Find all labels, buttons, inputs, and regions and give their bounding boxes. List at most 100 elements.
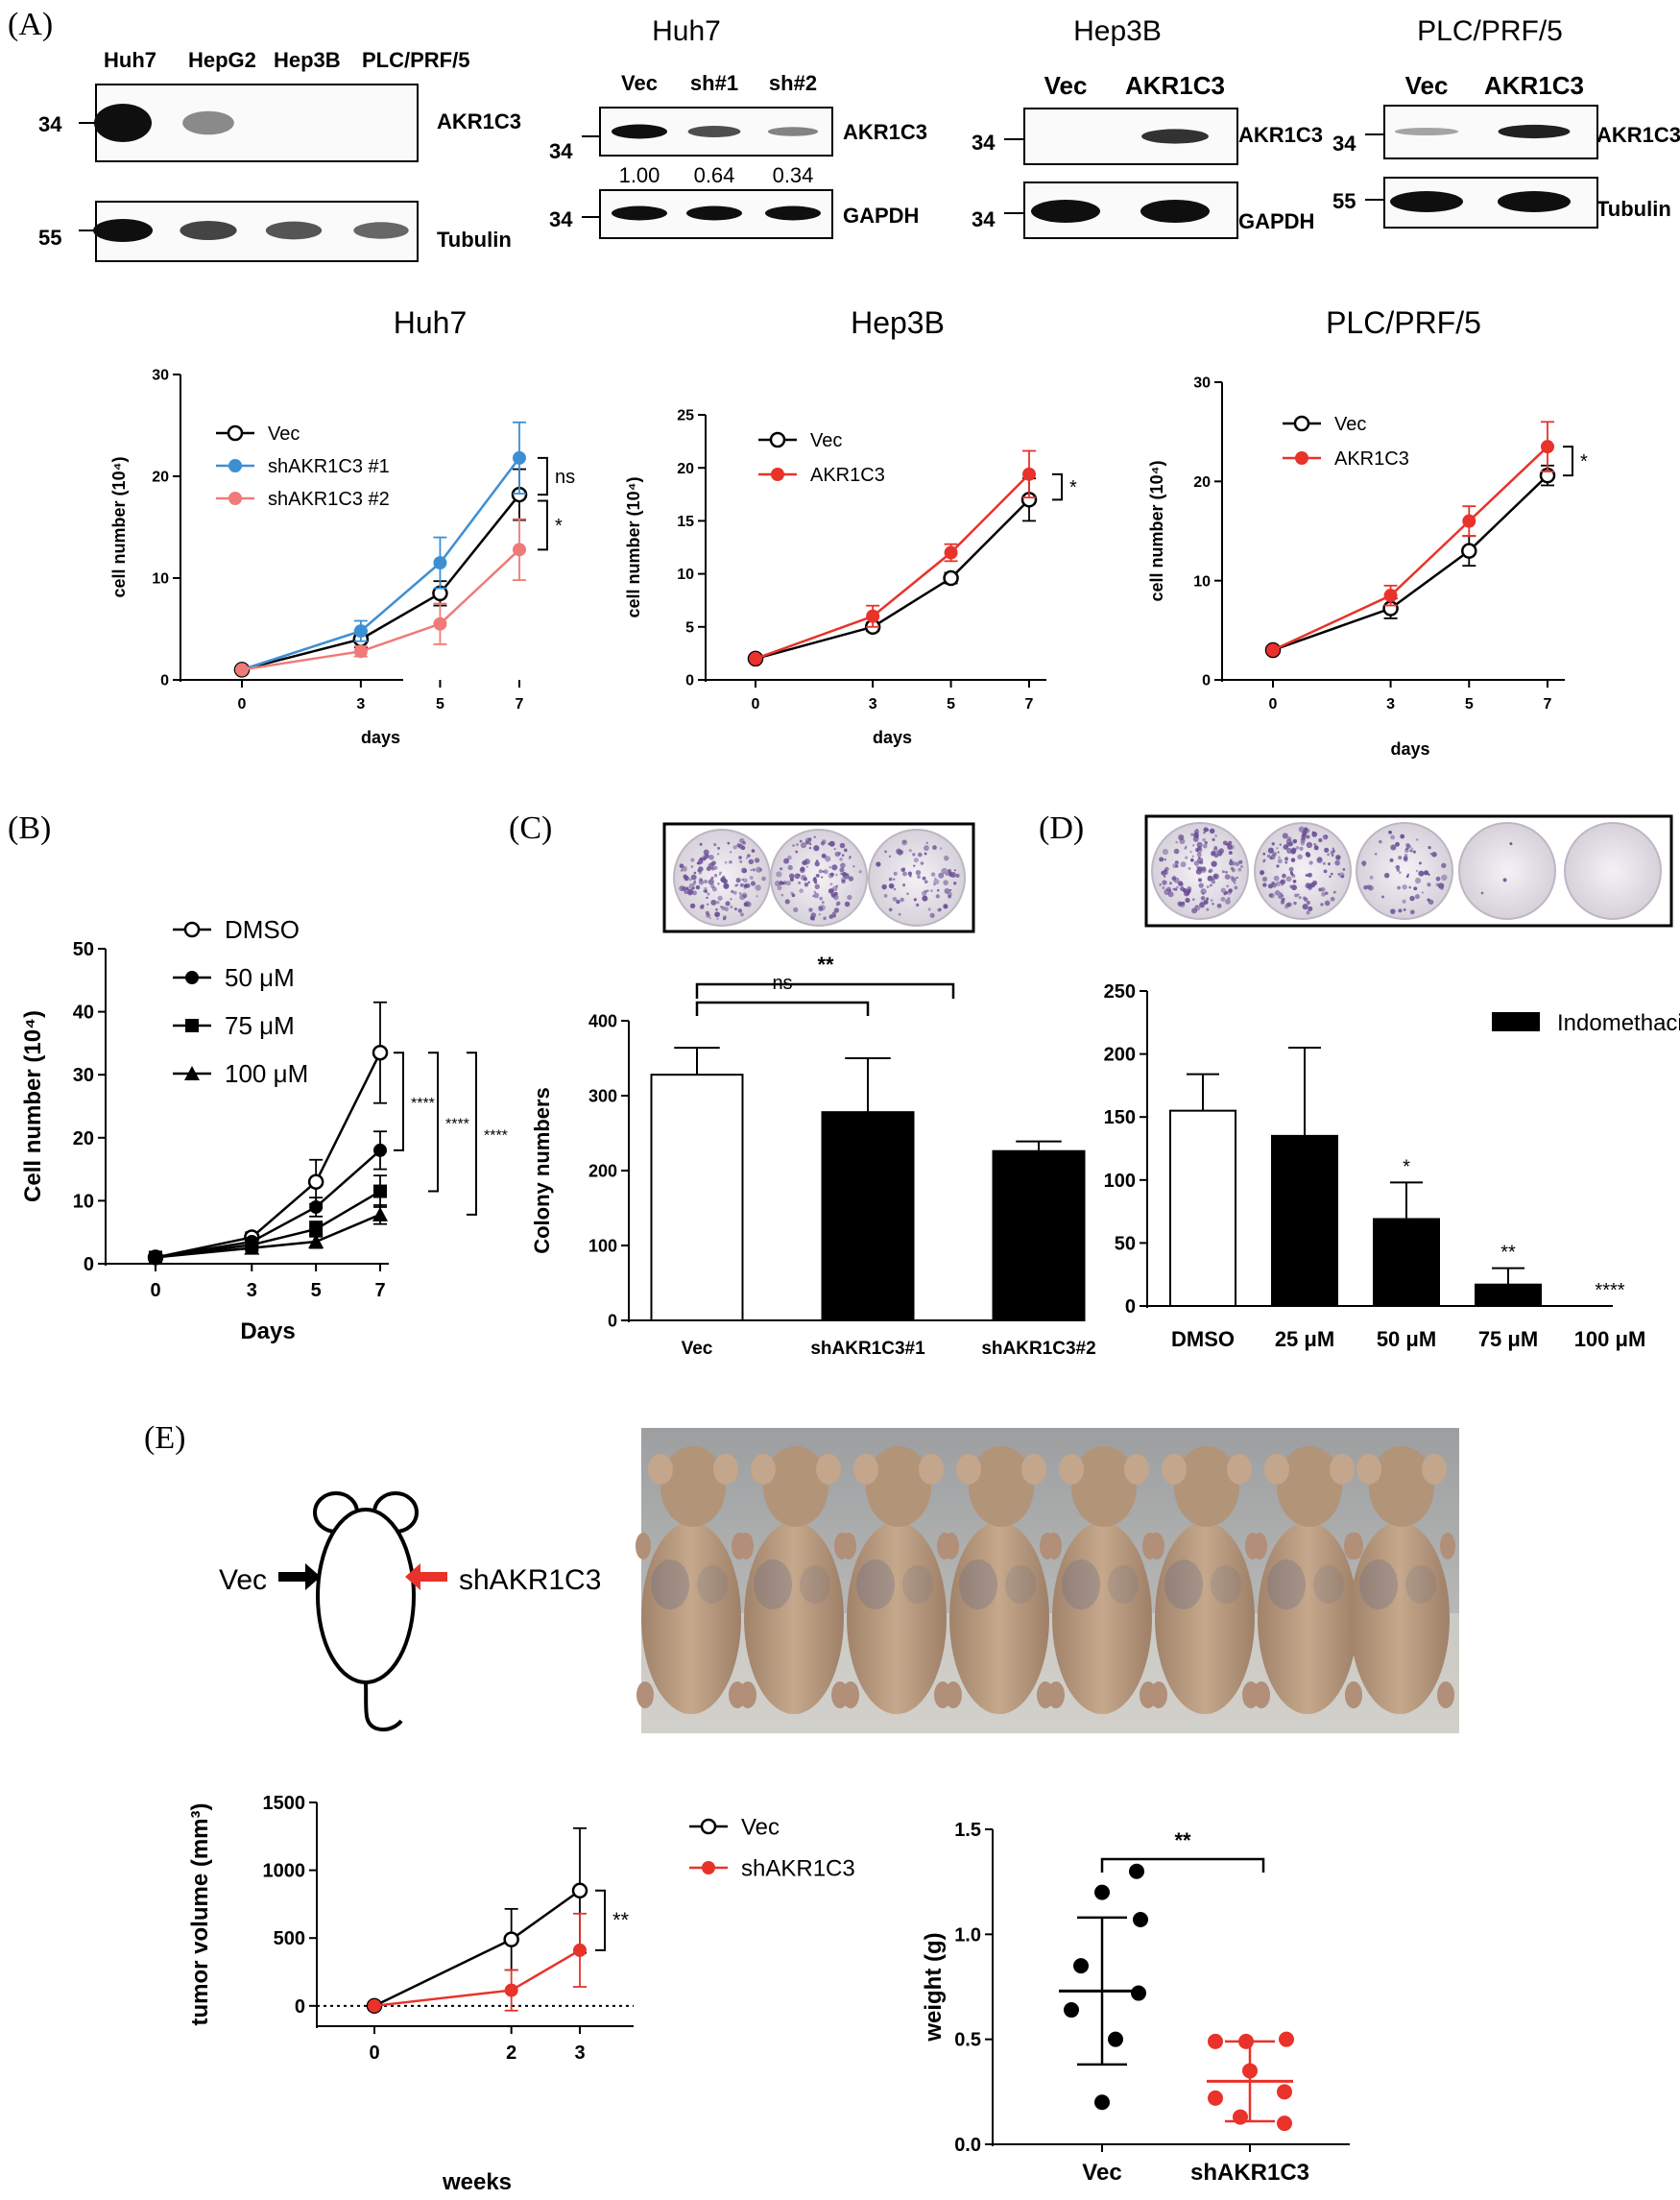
data-point <box>1208 2090 1223 2106</box>
colony-dot <box>1402 899 1406 904</box>
colony-dot <box>900 897 904 903</box>
colony-dot <box>730 905 733 909</box>
colony-dot <box>898 912 901 916</box>
colony-dot <box>888 877 893 882</box>
colony-dot <box>723 917 727 921</box>
legend-label: shAKR1C3 #2 <box>268 489 390 510</box>
colony-dot <box>716 917 719 920</box>
mouse-paw <box>1252 1533 1267 1559</box>
panel-label-b: (B) <box>8 810 51 846</box>
series-line <box>755 472 1030 661</box>
mouse-ear <box>816 1454 841 1485</box>
colony-dot <box>810 912 817 918</box>
x-tick-label: 3 <box>356 696 365 713</box>
colony-dot <box>925 841 928 844</box>
mouse-paw <box>1344 1533 1359 1559</box>
colony-dot <box>1502 878 1507 882</box>
colony-dot <box>1225 871 1228 874</box>
colony-dot <box>828 914 834 919</box>
colony-dot <box>707 892 710 896</box>
colony-dot <box>1199 902 1205 908</box>
legend-label: Vec <box>741 1814 780 1840</box>
colony-dot <box>1323 869 1328 874</box>
x-axis-label: days <box>1390 739 1429 759</box>
tumor-left <box>1164 1559 1203 1609</box>
data-point <box>1293 415 1310 432</box>
colony-dot <box>741 867 747 874</box>
blot-band <box>265 221 323 240</box>
colony-dot <box>1409 895 1415 902</box>
colony-dot <box>1273 875 1280 882</box>
colony-dot <box>1162 885 1165 890</box>
colony-dot <box>839 842 846 849</box>
mouse-ear <box>919 1454 944 1485</box>
category-label: 100 μM <box>1574 1327 1646 1351</box>
colony-dot <box>1284 860 1288 864</box>
colony-dot <box>679 885 685 892</box>
colony-dot <box>787 864 793 871</box>
y-axis-label: Colony numbers <box>530 1087 554 1254</box>
colony-dot <box>1203 899 1209 905</box>
category-label: shAKR1C3#2 <box>981 1339 1095 1359</box>
colony-dot <box>823 916 827 921</box>
colony-dot <box>1300 840 1306 846</box>
colony-dot <box>708 917 711 920</box>
colony-dot <box>761 876 766 882</box>
colony-dot <box>717 846 721 850</box>
colony-dot <box>747 854 751 858</box>
colony-dot <box>1395 864 1401 870</box>
colony-dot <box>699 905 705 909</box>
legend-label: AKR1C3 <box>810 465 885 486</box>
colony-dot <box>814 883 820 890</box>
western-blot-huh7: Huh7 Vec sh#1 sh#2 1.00 0.64 0.34 34 34 … <box>549 15 927 239</box>
data-point <box>1279 2031 1294 2047</box>
colony-dot <box>1414 894 1420 900</box>
colony-dot <box>1327 862 1332 866</box>
colony-dot <box>1206 897 1210 901</box>
y-tick-label: 0 <box>1202 673 1211 689</box>
colony-dot <box>1400 834 1405 839</box>
y-tick-label: 10 <box>677 567 694 583</box>
y-tick-label: 20 <box>152 470 169 486</box>
y-tick-label: 50 <box>1115 1233 1136 1254</box>
colony-dot <box>912 853 916 857</box>
colony-dot <box>699 857 704 861</box>
colony-dot <box>913 858 919 863</box>
colony-dot <box>1174 887 1178 891</box>
lane-label: PLC/PRF/5 <box>362 48 469 72</box>
data-point <box>866 609 880 623</box>
significance-bracket <box>1563 446 1573 477</box>
y-axis-label: cell number (10⁴) <box>109 457 129 598</box>
data-point <box>373 1143 387 1157</box>
colony-dot <box>1260 870 1265 876</box>
x-tick-label: 3 <box>574 2043 585 2064</box>
colony-dot <box>833 894 839 901</box>
colony-dot <box>1174 860 1177 863</box>
colony-dot <box>1221 870 1225 874</box>
colony-dot <box>835 873 838 877</box>
y-tick-label: 1.0 <box>954 1924 981 1946</box>
colony-dot <box>1192 898 1195 901</box>
panel-label-d: (D) <box>1039 810 1084 846</box>
significance-label: ** <box>1174 1828 1191 1852</box>
blot-band <box>180 220 237 241</box>
significance-bracket <box>1100 1857 1265 1873</box>
data-point <box>700 1818 717 1835</box>
colony-dot <box>730 898 732 901</box>
colony-dot <box>1423 870 1429 876</box>
tumor-left <box>754 1559 792 1609</box>
colony-dot <box>922 876 926 881</box>
category-label: Vec <box>682 1339 713 1359</box>
data-point <box>353 624 368 639</box>
colony-dot <box>819 905 826 911</box>
colony-dot <box>1322 861 1326 865</box>
colony-dot <box>1369 875 1374 880</box>
mouse-ear <box>1227 1454 1252 1485</box>
colony-dot <box>1415 838 1419 841</box>
colony-dot <box>1379 839 1382 844</box>
mouse-head <box>660 1446 726 1527</box>
colony-dot <box>1200 896 1206 901</box>
colony-dot <box>1404 853 1408 858</box>
significance-bracket <box>595 1889 606 1951</box>
colony-dot <box>708 854 714 860</box>
